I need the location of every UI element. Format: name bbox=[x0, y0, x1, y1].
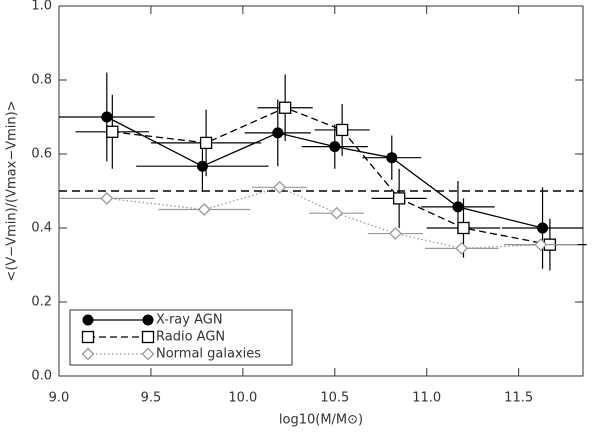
marker bbox=[455, 241, 469, 255]
marker bbox=[278, 101, 292, 114]
marker bbox=[273, 180, 287, 194]
series-line bbox=[112, 107, 551, 246]
marker bbox=[100, 191, 114, 205]
marker bbox=[392, 192, 406, 205]
marker bbox=[272, 127, 284, 139]
y-tick-label: 1.0 bbox=[31, 0, 52, 14]
x-tick-label: 10.5 bbox=[320, 391, 349, 406]
y-tick-label: 0.0 bbox=[31, 369, 52, 384]
legend-label: X-ray AGN bbox=[156, 313, 223, 328]
marker bbox=[537, 222, 549, 234]
marker bbox=[101, 111, 113, 123]
x-tick-label: 9.5 bbox=[141, 391, 162, 406]
series-line bbox=[106, 186, 541, 250]
legend-marker bbox=[82, 314, 94, 326]
marker bbox=[197, 203, 211, 216]
y-tick-label: 0.6 bbox=[31, 147, 52, 162]
legend-marker bbox=[142, 314, 154, 326]
x-axis-label: log10(M/M⊙) bbox=[279, 413, 363, 428]
legend-marker bbox=[141, 330, 155, 344]
x-tick-label: 10.0 bbox=[228, 391, 257, 406]
marker bbox=[335, 123, 349, 137]
y-axis-label: <(V−Vmin)/(Vmax−Vmin)> bbox=[5, 100, 20, 281]
legend-marker bbox=[81, 330, 95, 344]
marker bbox=[534, 238, 548, 252]
legend-label: Normal galaxies bbox=[156, 347, 261, 362]
x-tick-label: 11.0 bbox=[412, 391, 441, 406]
series-line bbox=[106, 116, 543, 229]
legend-marker bbox=[81, 347, 95, 361]
legend-label: Radio AGN bbox=[156, 330, 225, 345]
y-tick-label: 0.8 bbox=[31, 73, 52, 88]
marker bbox=[106, 125, 119, 138]
x-tick-label: 9.0 bbox=[49, 391, 70, 406]
x-tick-label: 11.5 bbox=[504, 391, 533, 406]
legend-box bbox=[69, 309, 293, 366]
marker bbox=[452, 201, 464, 213]
marker bbox=[199, 136, 213, 150]
legend-marker bbox=[141, 347, 155, 361]
marker bbox=[386, 152, 398, 164]
marker bbox=[330, 206, 344, 220]
marker bbox=[457, 221, 470, 235]
marker bbox=[196, 160, 208, 172]
marker bbox=[329, 141, 341, 153]
y-tick-label: 0.4 bbox=[31, 221, 52, 236]
marker bbox=[389, 227, 402, 240]
y-tick-label: 0.2 bbox=[31, 295, 52, 310]
